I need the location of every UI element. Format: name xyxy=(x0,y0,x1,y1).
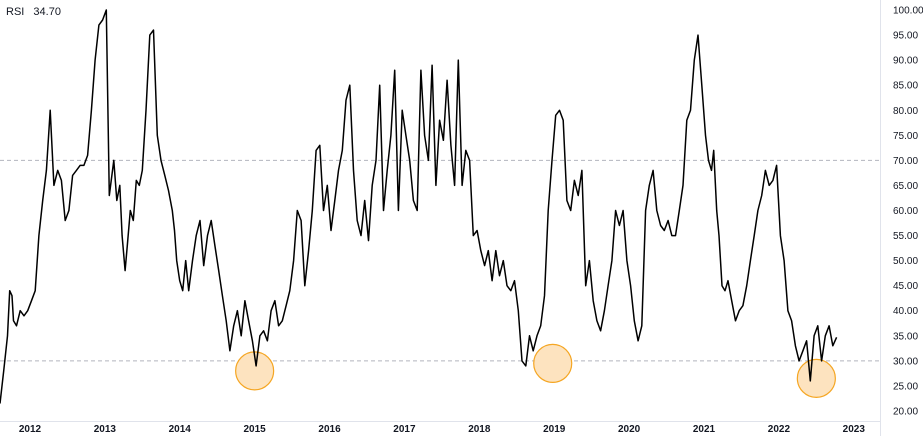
x-tick-label: 2020 xyxy=(618,424,641,435)
x-tick-label: 2013 xyxy=(94,424,117,435)
series-layer xyxy=(0,9,838,404)
rsi-line xyxy=(0,9,838,404)
x-tick-label: 2017 xyxy=(393,424,416,435)
x-tick-label: 2014 xyxy=(169,424,192,435)
x-tick-label: 2019 xyxy=(543,424,566,435)
x-tick-label: 2012 xyxy=(19,424,42,435)
x-tick-label: 2022 xyxy=(768,424,791,435)
indicator-name: RSI xyxy=(6,6,25,18)
chart-legend: RSI 34.70 xyxy=(6,6,67,18)
y-tick-label: 30.00 xyxy=(893,356,918,367)
x-tick-label: 2016 xyxy=(318,424,341,435)
y-tick-label: 35.00 xyxy=(893,331,918,342)
y-tick-label: 95.00 xyxy=(893,31,918,42)
x-tick-label: 2015 xyxy=(244,424,267,435)
y-tick-label: 50.00 xyxy=(893,256,918,267)
y-axis: 100.00 95.00 90.00 85.00 80.00 75.00 70.00 65.0… xyxy=(893,6,923,418)
highlight-circle-2 xyxy=(533,343,573,383)
y-tick-label: 25.00 xyxy=(893,381,918,392)
x-tick-label: 2023 xyxy=(843,424,866,435)
y-tick-label: 100.00 xyxy=(893,6,923,17)
y-tick-label: 70.00 xyxy=(893,156,918,167)
indicator-value: 34.70 xyxy=(33,6,61,18)
highlight-circle-3 xyxy=(796,358,836,398)
y-tick-label: 85.00 xyxy=(893,81,918,92)
reference-lines xyxy=(0,159,880,362)
y-tick-label: 45.00 xyxy=(893,281,918,292)
y-tick-label: 90.00 xyxy=(893,56,918,67)
x-tick-label: 2021 xyxy=(693,424,716,435)
y-tick-label: 40.00 xyxy=(893,306,918,317)
y-tick-label: 60.00 xyxy=(893,206,918,217)
x-axis: 2012 2013 2014 2015 2016 2017 2018 2019 2020 2021… xyxy=(19,424,866,435)
x-tick-label: 2018 xyxy=(468,424,491,435)
y-tick-label: 75.00 xyxy=(893,131,918,142)
y-tick-label: 20.00 xyxy=(893,406,918,417)
y-tick-label: 65.00 xyxy=(893,181,918,192)
y-tick-label: 80.00 xyxy=(893,106,918,117)
highlight-circles xyxy=(235,343,836,398)
y-tick-label: 55.00 xyxy=(893,231,918,242)
